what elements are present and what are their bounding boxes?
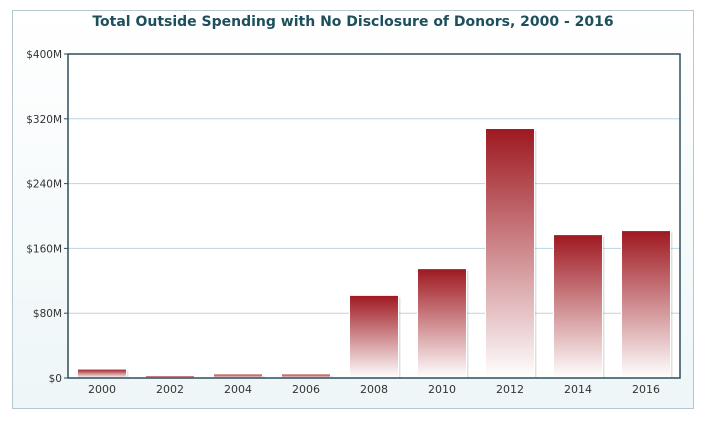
x-tick-label: 2012 [496, 383, 524, 396]
chart-title: Total Outside Spending with No Disclosur… [92, 14, 614, 30]
y-tick-label: $160M [26, 243, 62, 255]
x-tick-label: 2016 [632, 383, 660, 396]
x-tick-label: 2010 [428, 383, 456, 396]
x-tick-label: 2000 [88, 383, 116, 396]
x-tick-label: 2008 [360, 383, 388, 396]
x-tick-label: 2002 [156, 383, 184, 396]
y-tick-label: $400M [26, 49, 62, 61]
bar-2012[interactable] [485, 128, 535, 379]
bar-2010[interactable] [417, 268, 467, 379]
y-tick-label: $320M [26, 114, 62, 126]
bar-2008[interactable] [349, 294, 399, 379]
x-tick-label: 2006 [292, 383, 320, 396]
y-tick-label: $0 [49, 373, 62, 385]
y-tick-label: $80M [33, 308, 62, 320]
plot-border [67, 53, 681, 379]
x-tick-label: 2004 [224, 383, 252, 396]
bar-2000[interactable] [77, 368, 127, 379]
bar-2016[interactable] [621, 230, 671, 379]
x-tick-label: 2014 [564, 383, 592, 396]
bar-2014[interactable] [553, 234, 603, 379]
y-tick-label: $240M [26, 179, 62, 191]
